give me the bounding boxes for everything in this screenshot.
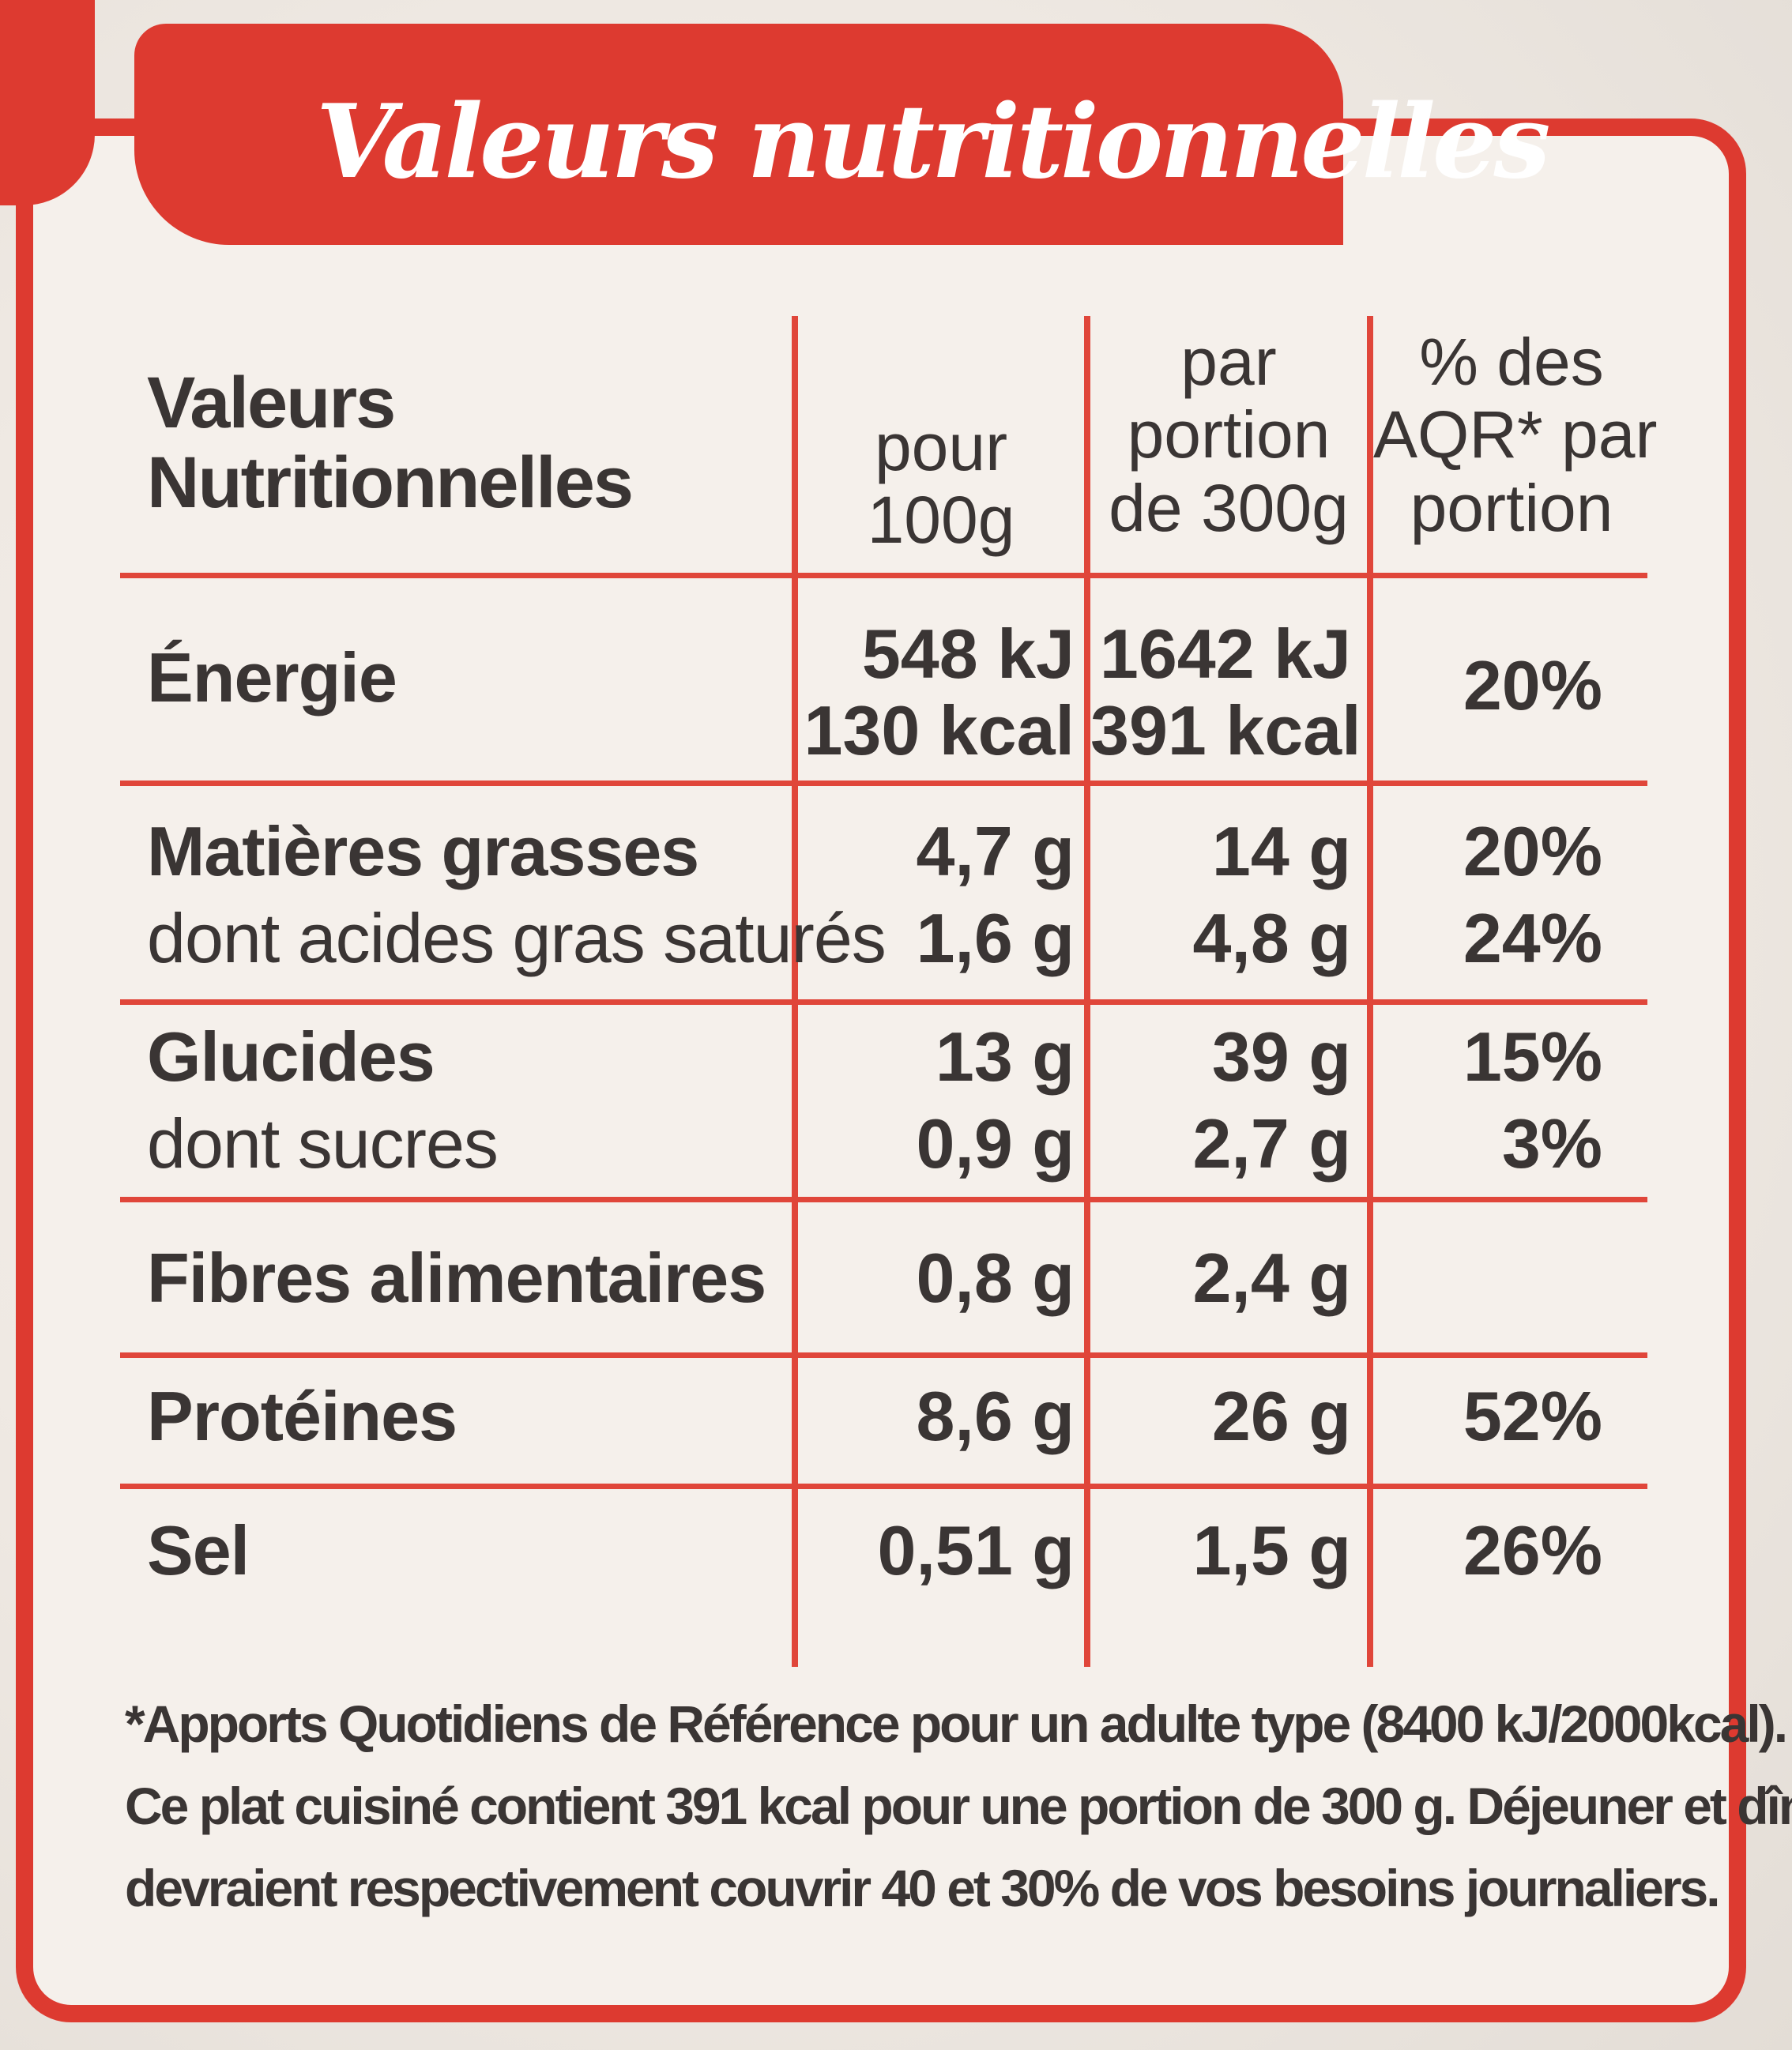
header-text: portion (1410, 470, 1613, 545)
satures-per100: 1,6 g (916, 899, 1075, 977)
column-divider (792, 316, 798, 1667)
value: 391 kcal (1090, 690, 1361, 769)
row-label-satures: dont acides gras saturés (147, 899, 887, 977)
glucides-portion: 39 g (1211, 1017, 1351, 1096)
row-divider (120, 781, 1647, 786)
energie-portion: 1642 kJ 391 kcal (1090, 615, 1361, 769)
row-divider (120, 999, 1647, 1005)
footnote-line: *Apports Quotidiens de Référence pour un… (125, 1695, 1788, 1753)
header-text: AQR* par (1373, 397, 1658, 472)
header-text: portion (1127, 397, 1331, 472)
row-divider (120, 573, 1647, 578)
matieres-grasses-portion: 14 g (1211, 812, 1351, 890)
value: 1642 kJ (1099, 615, 1351, 693)
row-label-proteines: Protéines (147, 1377, 457, 1455)
footnote: *Apports Quotidiens de Référence pour un… (125, 1683, 1792, 1929)
row-label-matieres-grasses: Matières grasses (147, 812, 699, 890)
corner-decoration (0, 0, 95, 205)
row-label-energie: Énergie (147, 638, 397, 717)
energie-pct: 20% (1463, 646, 1602, 724)
header-text: pour (874, 410, 1008, 484)
row-divider (120, 1352, 1647, 1358)
proteines-per100: 8,6 g (916, 1377, 1075, 1455)
row-label-fibres: Fibres alimentaires (147, 1239, 766, 1317)
header-text: % des (1419, 325, 1604, 399)
column-divider (1084, 316, 1090, 1667)
fibres-portion: 2,4 g (1192, 1239, 1351, 1317)
header-label: Valeurs Nutritionnelles (147, 363, 634, 524)
value: 548 kJ (861, 615, 1075, 693)
header-text: de 300g (1109, 470, 1349, 545)
proteines-pct: 52% (1463, 1377, 1602, 1455)
header-text: 100g (867, 483, 1015, 558)
energie-per100: 548 kJ 130 kcal (798, 615, 1075, 769)
header-text: par (1180, 325, 1277, 399)
title-banner (134, 24, 1343, 245)
sucres-pct: 3% (1501, 1104, 1602, 1183)
sel-portion: 1,5 g (1192, 1511, 1351, 1589)
page-title: Valeurs nutritionnelles (316, 83, 1550, 201)
row-label-sel: Sel (147, 1511, 250, 1589)
proteines-portion: 26 g (1211, 1377, 1351, 1455)
nutrition-panel-frame (16, 118, 1746, 2022)
value: 130 kcal (804, 690, 1075, 769)
sucres-portion: 2,7 g (1192, 1104, 1351, 1183)
sucres-per100: 0,9 g (916, 1104, 1075, 1183)
sel-per100: 0,51 g (877, 1511, 1075, 1589)
matieres-grasses-pct: 20% (1463, 812, 1602, 890)
row-label-sucres: dont sucres (147, 1104, 499, 1183)
header-label-line: Nutritionnelles (147, 442, 634, 524)
row-label-glucides: Glucides (147, 1017, 435, 1096)
column-divider (1367, 316, 1373, 1667)
sel-pct: 26% (1463, 1511, 1602, 1589)
header-per-100g: pour 100g (798, 411, 1084, 557)
header-per-portion: par portion de 300g (1090, 325, 1367, 545)
header-label-line: Valeurs (147, 363, 396, 443)
nutrition-table: Valeurs Nutritionnelles pour 100g par po… (120, 316, 1673, 1667)
row-divider (120, 1197, 1647, 1202)
header-percent-aqr: % des AQR* par portion (1373, 325, 1658, 545)
satures-pct: 24% (1463, 899, 1602, 977)
glucides-per100: 13 g (935, 1017, 1075, 1096)
row-divider (120, 1484, 1647, 1489)
satures-portion: 4,8 g (1192, 899, 1351, 977)
matieres-grasses-per100: 4,7 g (916, 812, 1075, 890)
fibres-per100: 0,8 g (916, 1239, 1075, 1317)
footnote-line: Ce plat cuisiné contient 391 kcal pour u… (125, 1777, 1792, 1835)
footnote-line: devraient respectivement couvrir 40 et 3… (125, 1859, 1721, 1917)
glucides-pct: 15% (1463, 1017, 1602, 1096)
